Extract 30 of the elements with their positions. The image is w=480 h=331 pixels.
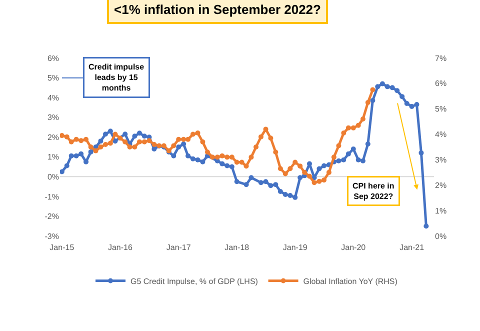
legend-label: G5 Credit Impulse, % of GDP (LHS) xyxy=(130,276,258,286)
x-tick-label: Jan-21 xyxy=(400,243,425,252)
x-tick-label: Jan-16 xyxy=(108,243,133,252)
y2-tick-label: 7% xyxy=(435,54,447,63)
y-tick-label: -2% xyxy=(44,212,59,222)
x-tick-label: Jan-20 xyxy=(341,243,366,252)
x-tick-label: Jan-19 xyxy=(282,243,308,252)
y-tick-label: 6% xyxy=(47,54,59,63)
y-tick-label: 1% xyxy=(47,152,59,162)
annotation: CPI here in Sep 2022? xyxy=(352,182,394,201)
y-tick-label: 4% xyxy=(47,93,59,102)
y-tick-label: 0% xyxy=(47,172,59,182)
y2-tick-label: 1% xyxy=(435,206,447,216)
y-tick-label: -1% xyxy=(44,192,59,202)
y2-tick-label: 2% xyxy=(435,180,447,190)
chart-title: <1% inflation in September 2022? xyxy=(114,2,322,17)
y2-tick-label: 0% xyxy=(435,232,447,241)
y2-tick-label: 5% xyxy=(435,104,447,114)
y-tick-label: 3% xyxy=(47,113,59,122)
y2-tick-label: 6% xyxy=(435,79,447,88)
x-tick-label: Jan-17 xyxy=(166,243,192,252)
annotation: Credit impulse leads by 15 months xyxy=(88,62,145,92)
y-tick-label: 2% xyxy=(47,132,59,142)
y-tick-label: 5% xyxy=(47,74,59,83)
x-tick-label: Jan-15 xyxy=(50,243,75,252)
y2-tick-label: 4% xyxy=(435,130,447,140)
y2-tick-label: 3% xyxy=(435,156,447,165)
x-tick-label: Jan-18 xyxy=(224,243,250,252)
y-tick-label: -3% xyxy=(44,232,59,241)
legend-label: Global Inflation YoY (RHS) xyxy=(303,276,398,286)
